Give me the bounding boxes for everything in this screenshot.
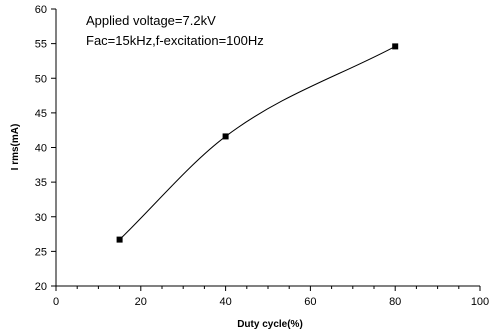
- y-tick-label: 20: [35, 281, 47, 293]
- tick-labels: 20 25 30 35 40 45 50 55 60 0 20 40 60 80 100: [35, 4, 489, 308]
- annotation-frequency: Fac=15kHz,f-excitation=100Hz: [86, 33, 264, 48]
- x-tick-label: 60: [304, 296, 316, 308]
- y-tick-label: 45: [35, 108, 47, 120]
- x-tick-label: 20: [135, 296, 147, 308]
- annotation-voltage: Applied voltage=7.2kV: [86, 13, 216, 28]
- x-axis-title: Duty cycle(%): [237, 319, 303, 330]
- y-tick-label: 30: [35, 212, 47, 224]
- y-tick-label: 25: [35, 246, 47, 258]
- x-tick-label: 40: [219, 296, 231, 308]
- series-line: [119, 45, 396, 240]
- y-tick-label: 60: [35, 4, 47, 16]
- y-tick-label: 50: [35, 73, 47, 85]
- data-point: [392, 43, 399, 50]
- data-point: [222, 133, 229, 140]
- y-tick-label: 40: [35, 143, 47, 155]
- y-axis-title: I rms(mA): [10, 124, 21, 171]
- y-tick-label: 35: [35, 177, 47, 189]
- x-tick-label: 100: [471, 296, 489, 308]
- x-tick-label: 0: [53, 296, 59, 308]
- axes: [55, 9, 480, 287]
- data-point: [116, 236, 123, 243]
- ticks: [51, 8, 481, 291]
- series-markers: [116, 43, 399, 243]
- y-tick-label: 55: [35, 39, 47, 51]
- x-tick-label: 80: [389, 296, 401, 308]
